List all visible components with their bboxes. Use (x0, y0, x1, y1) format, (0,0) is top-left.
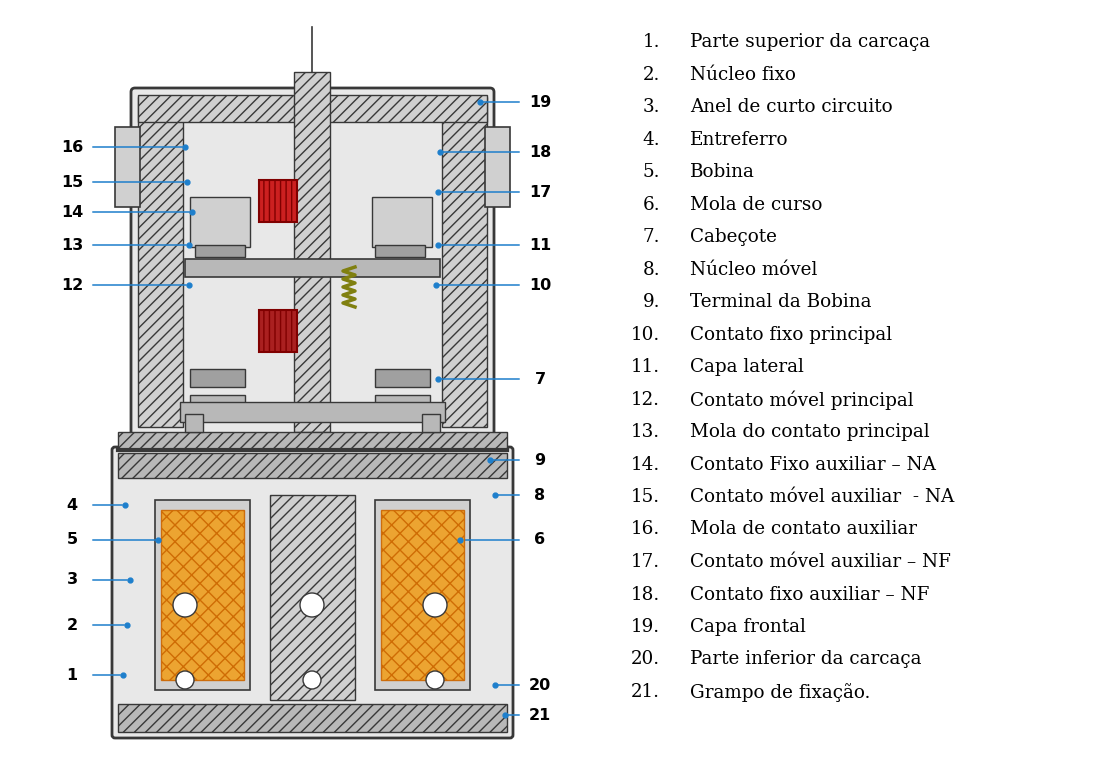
Bar (381, 510, 464, 680)
Text: Grampo de fixação.: Grampo de fixação. (690, 683, 871, 702)
Bar (372, 197, 432, 247)
Text: Mola do contato principal: Mola do contato principal (690, 423, 930, 441)
Text: Capa frontal: Capa frontal (690, 618, 806, 636)
Text: 1.: 1. (643, 33, 660, 51)
Text: 9: 9 (534, 453, 545, 467)
Bar (185, 414, 203, 432)
Bar (259, 180, 297, 222)
Text: Entreferro: Entreferro (690, 131, 789, 148)
Text: 16.: 16. (630, 520, 660, 539)
Text: 19: 19 (529, 95, 551, 109)
Bar (138, 97, 183, 427)
Text: 20.: 20. (630, 650, 660, 669)
Text: 4: 4 (66, 497, 78, 513)
Circle shape (176, 671, 194, 689)
Text: 1: 1 (66, 668, 78, 682)
Text: Contato fixo principal: Contato fixo principal (690, 325, 892, 343)
Text: 13: 13 (61, 237, 83, 252)
Text: 18: 18 (529, 145, 551, 159)
Text: 2: 2 (66, 617, 78, 633)
Text: Contato móvel principal: Contato móvel principal (690, 390, 914, 410)
Circle shape (300, 593, 324, 617)
FancyBboxPatch shape (131, 88, 494, 436)
Bar (294, 72, 330, 432)
Text: Parte superior da carcaça: Parte superior da carcaça (690, 33, 930, 51)
Bar (138, 95, 488, 122)
Text: 10: 10 (529, 278, 551, 292)
Bar (161, 510, 244, 680)
Text: Terminal da Bobina: Terminal da Bobina (690, 293, 872, 311)
Text: 19.: 19. (630, 618, 660, 636)
Text: 16: 16 (61, 139, 83, 155)
Text: Cabeçote: Cabeçote (690, 228, 777, 246)
Text: Núcleo móvel: Núcleo móvel (690, 261, 818, 278)
Bar (189, 395, 245, 409)
Text: Parte inferior da carcaça: Parte inferior da carcaça (690, 650, 922, 669)
Text: Contato fixo auxiliar – NF: Contato fixo auxiliar – NF (690, 585, 930, 604)
Text: 7: 7 (534, 372, 545, 386)
Circle shape (302, 671, 321, 689)
Bar (195, 245, 245, 257)
Text: 8.: 8. (643, 261, 660, 278)
Text: 6.: 6. (643, 196, 660, 213)
Text: 5.: 5. (643, 163, 660, 181)
Bar (189, 197, 250, 247)
Bar (259, 310, 297, 352)
Text: 21.: 21. (630, 683, 660, 701)
Text: Capa lateral: Capa lateral (690, 358, 804, 376)
FancyBboxPatch shape (112, 447, 513, 738)
Bar (155, 500, 250, 690)
Text: 15: 15 (61, 174, 83, 190)
Bar (270, 495, 355, 700)
Bar (375, 369, 430, 387)
Text: 7.: 7. (643, 228, 660, 246)
Text: 8: 8 (534, 487, 545, 503)
Text: 21: 21 (529, 708, 551, 722)
Bar (185, 259, 440, 277)
Circle shape (425, 671, 444, 689)
Circle shape (173, 593, 197, 617)
Bar (117, 704, 507, 732)
Text: 2.: 2. (643, 66, 660, 83)
Text: Contato Fixo auxiliar – NA: Contato Fixo auxiliar – NA (690, 455, 936, 474)
Text: 14.: 14. (630, 455, 660, 474)
Circle shape (423, 593, 447, 617)
Text: 4.: 4. (643, 131, 660, 148)
Text: 18.: 18. (630, 585, 660, 604)
Text: 12: 12 (61, 278, 83, 292)
Text: 3: 3 (66, 572, 78, 588)
Text: 9.: 9. (643, 293, 660, 311)
Bar (442, 97, 488, 427)
Bar (375, 245, 425, 257)
Text: 17: 17 (529, 184, 551, 200)
Text: 14: 14 (61, 204, 83, 220)
Text: 3.: 3. (643, 98, 660, 116)
Text: Anel de curto circuito: Anel de curto circuito (690, 98, 893, 116)
Text: Contato móvel auxiliar  - NA: Contato móvel auxiliar - NA (690, 488, 954, 506)
Bar (179, 402, 445, 422)
Bar (117, 453, 507, 478)
Bar (189, 369, 245, 387)
Text: 15.: 15. (630, 488, 660, 506)
Text: 11: 11 (529, 237, 551, 252)
Text: Contato móvel auxiliar – NF: Contato móvel auxiliar – NF (690, 553, 951, 571)
Text: 6: 6 (534, 532, 545, 548)
Text: Bobina: Bobina (690, 163, 755, 181)
Text: Mola de curso: Mola de curso (690, 196, 822, 213)
Text: 13.: 13. (630, 423, 660, 441)
Text: 20: 20 (529, 678, 551, 692)
Text: 5: 5 (66, 532, 78, 548)
Bar (375, 500, 470, 690)
Text: Núcleo fixo: Núcleo fixo (690, 66, 796, 83)
Text: 12.: 12. (630, 390, 660, 409)
Bar (422, 414, 440, 432)
Text: 10.: 10. (630, 325, 660, 343)
Bar (375, 395, 430, 409)
Bar (485, 127, 510, 207)
Text: 17.: 17. (630, 553, 660, 571)
Bar (117, 432, 507, 450)
Bar (115, 127, 140, 207)
Text: 11.: 11. (630, 358, 660, 376)
Text: Mola de contato auxiliar: Mola de contato auxiliar (690, 520, 917, 539)
